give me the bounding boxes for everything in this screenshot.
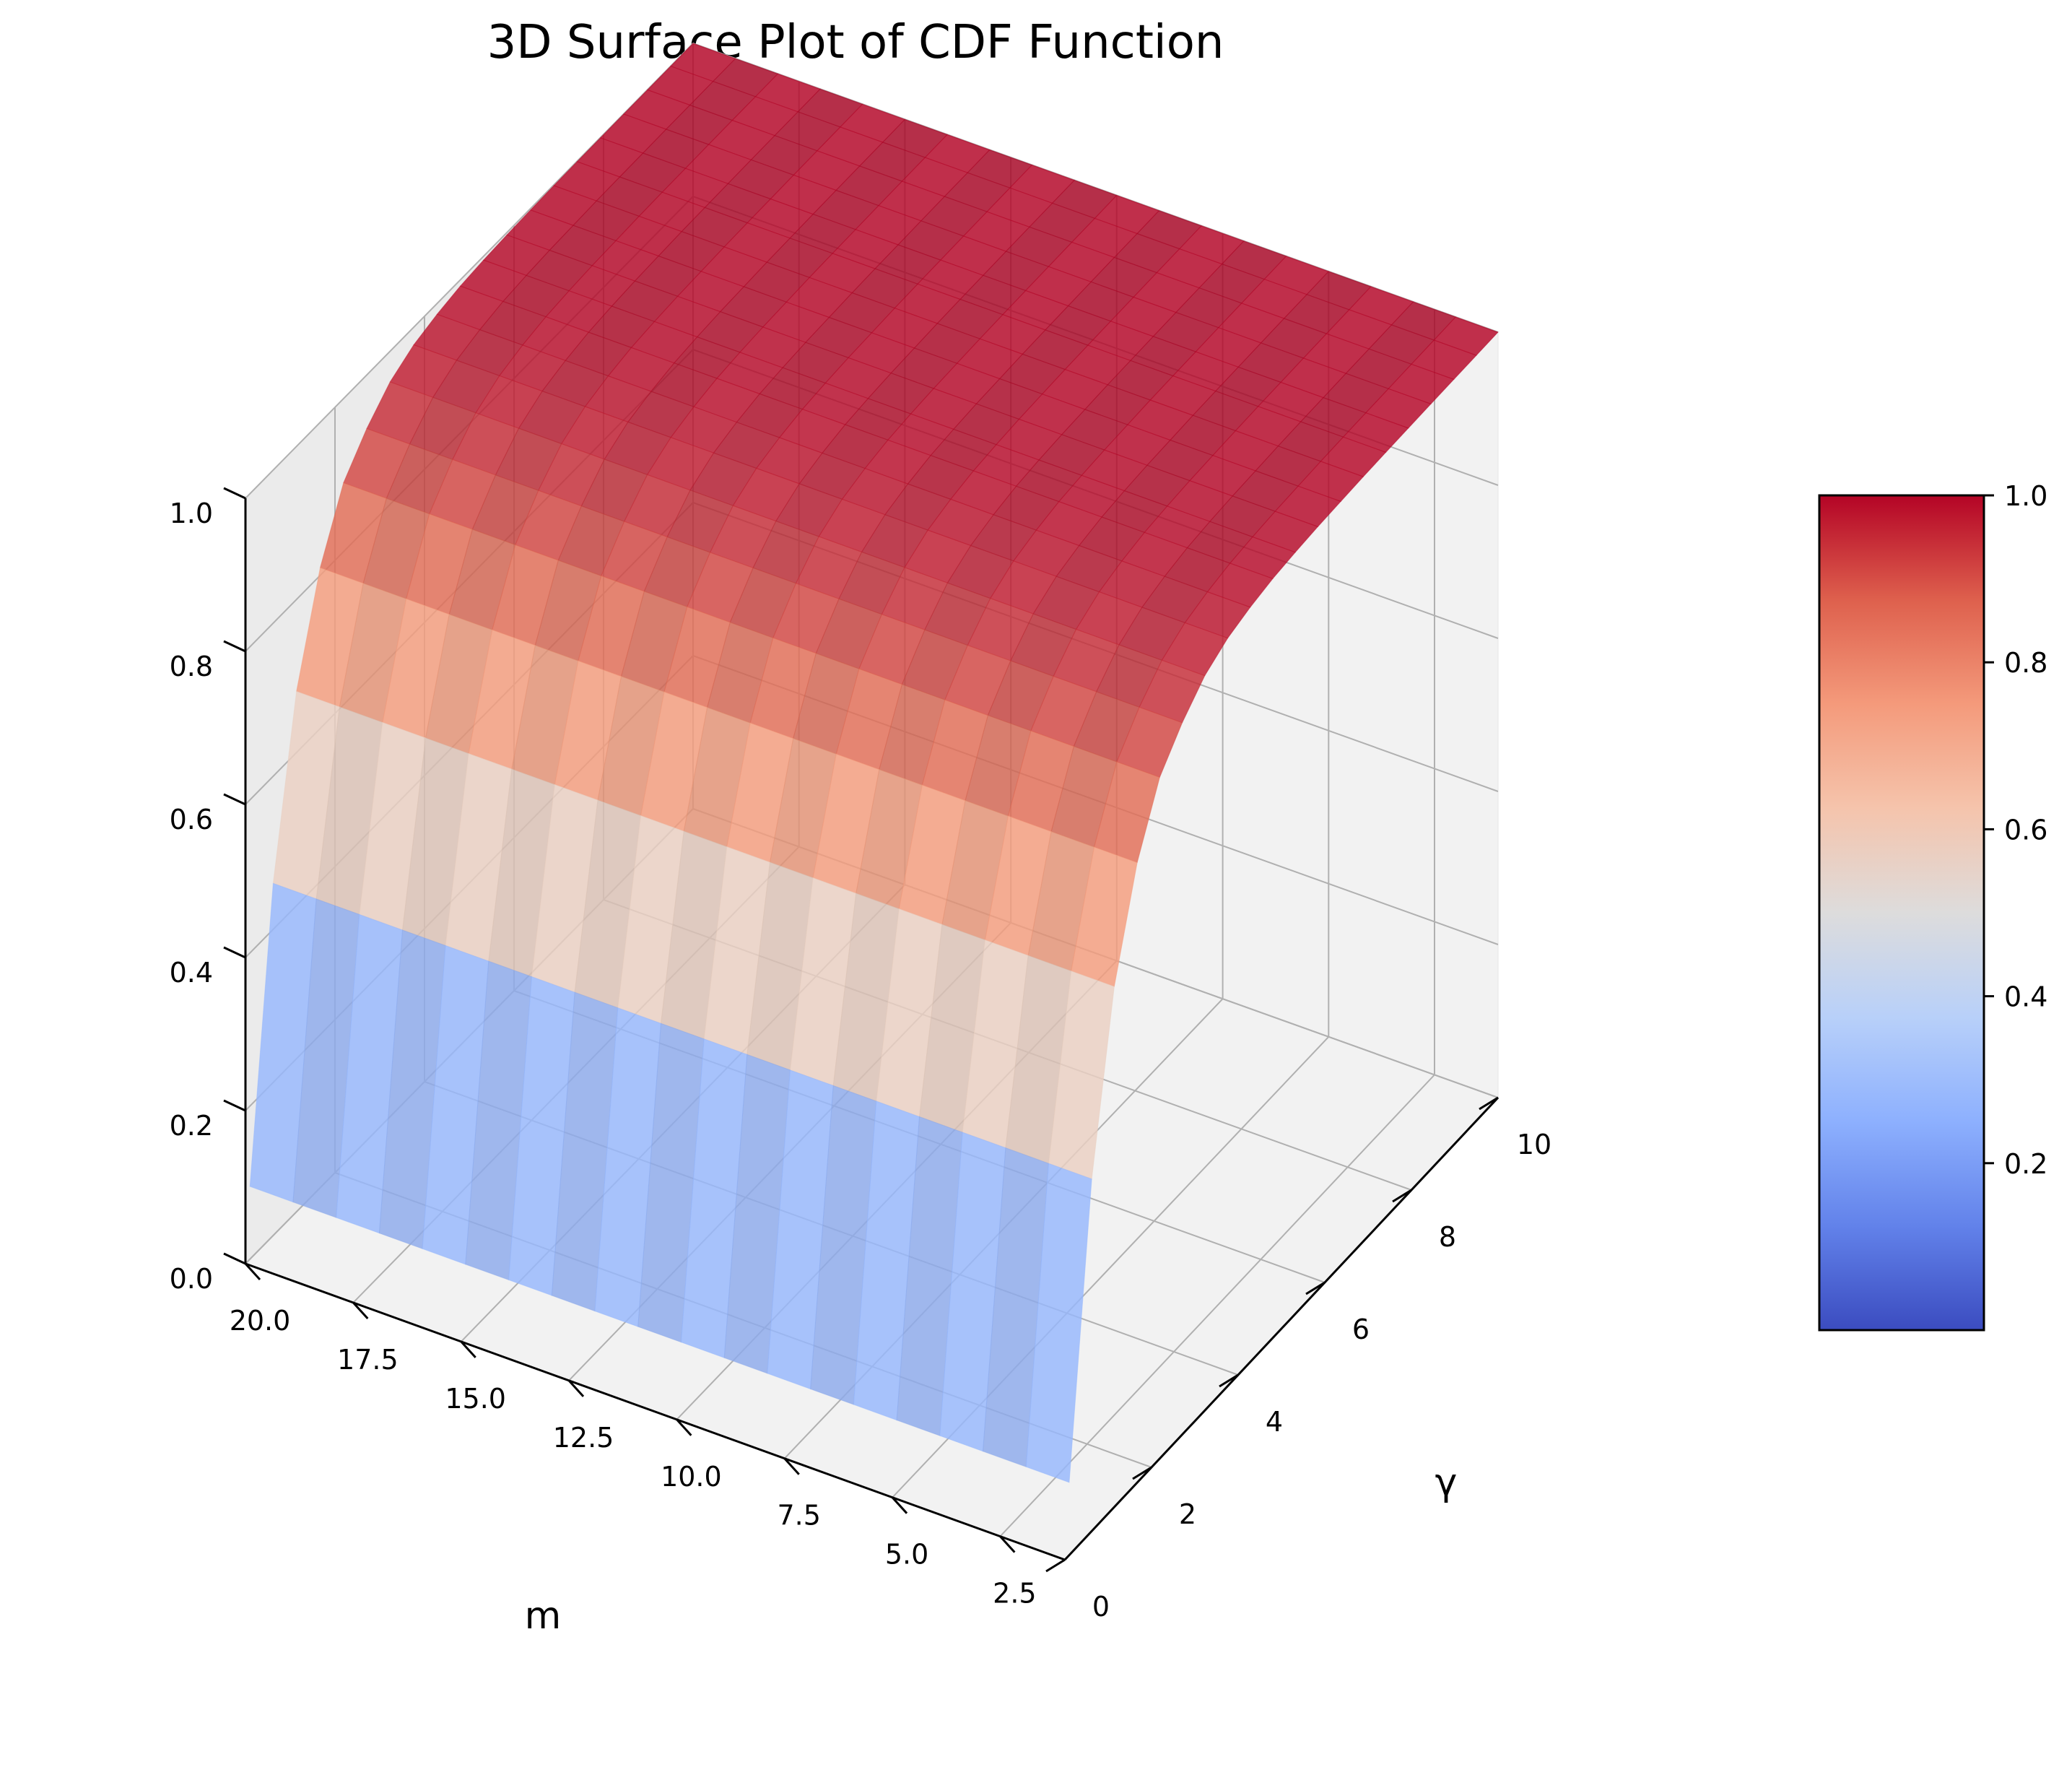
y-tick-label: 6 (1352, 1314, 1370, 1345)
z-tick-label: 0.0 (170, 1263, 213, 1295)
x-tick-label: 20.0 (230, 1305, 291, 1337)
x-tick-mark (999, 1535, 1016, 1553)
y-tick-mark (1045, 1558, 1066, 1573)
y-axis-label: γ (1435, 1461, 1458, 1504)
z-tick-label: 1.0 (170, 498, 213, 529)
x-tick-mark (783, 1457, 800, 1475)
x-tick-mark (352, 1301, 369, 1319)
colorbar-tick-label: 0.8 (2004, 647, 2047, 679)
colorbar-tick-label: 0.2 (2004, 1148, 2047, 1180)
y-tick-mark (1132, 1466, 1152, 1480)
colorbar-tick-label: 1.0 (2004, 480, 2047, 512)
z-tick-label: 0.8 (170, 651, 213, 682)
y-tick-label: 10 (1517, 1129, 1551, 1160)
x-tick-label: 10.0 (661, 1461, 722, 1493)
z-tick-label: 0.4 (170, 957, 213, 989)
y-tick-label: 2 (1179, 1498, 1196, 1530)
x-axis-line (245, 1262, 1066, 1561)
surface-mesh (249, 43, 1499, 1483)
x-axis-label: m (525, 1594, 562, 1638)
x-tick-mark (676, 1418, 692, 1436)
axes-ticks: 2.5 5.0 7.5 10.0 12.5 15.0 17.5 20.0 0 2 4 6 8 10 0.0 0… (170, 487, 1551, 1623)
colorbar-tick-label: 0.4 (2004, 981, 2047, 1013)
z-tick-label: 0.6 (170, 804, 213, 835)
y-tick-label: 0 (1092, 1591, 1110, 1623)
z-tick-mark (223, 1099, 246, 1112)
x-tick-mark (244, 1262, 261, 1281)
y-tick-mark (1305, 1281, 1326, 1295)
x-tick-label: 5.0 (885, 1539, 928, 1571)
y-tick-label: 4 (1266, 1406, 1283, 1438)
x-tick-mark (567, 1379, 585, 1397)
z-tick-mark (223, 1252, 246, 1265)
x-tick-label: 2.5 (993, 1578, 1036, 1610)
colorbar: 0.2 0.4 0.6 0.8 1.0 (1818, 480, 2047, 1332)
chart-title: 3D Surface Plot of CDF Function (487, 16, 1224, 69)
z-tick-mark (223, 640, 246, 653)
x-tick-mark (460, 1340, 476, 1358)
z-tick-label: 0.2 (170, 1110, 213, 1142)
y-axis-line (1063, 1096, 1499, 1561)
z-tick-mark (223, 946, 246, 959)
colorbar-gradient (1818, 494, 1985, 1332)
x-tick-label: 17.5 (337, 1344, 399, 1376)
x-tick-label: 12.5 (553, 1422, 614, 1454)
surface-face (1025, 1163, 1092, 1483)
colorbar-tick-label: 0.6 (2004, 814, 2047, 846)
z-tick-mark (223, 793, 246, 806)
x-tick-label: 15.0 (445, 1383, 506, 1415)
y-tick-mark (1479, 1096, 1499, 1111)
y-tick-mark (1392, 1189, 1412, 1203)
z-tick-mark (223, 487, 246, 500)
x-tick-mark (891, 1496, 908, 1514)
y-tick-label: 8 (1439, 1221, 1456, 1253)
y-tick-mark (1219, 1373, 1239, 1388)
x-tick-label: 7.5 (777, 1500, 820, 1532)
